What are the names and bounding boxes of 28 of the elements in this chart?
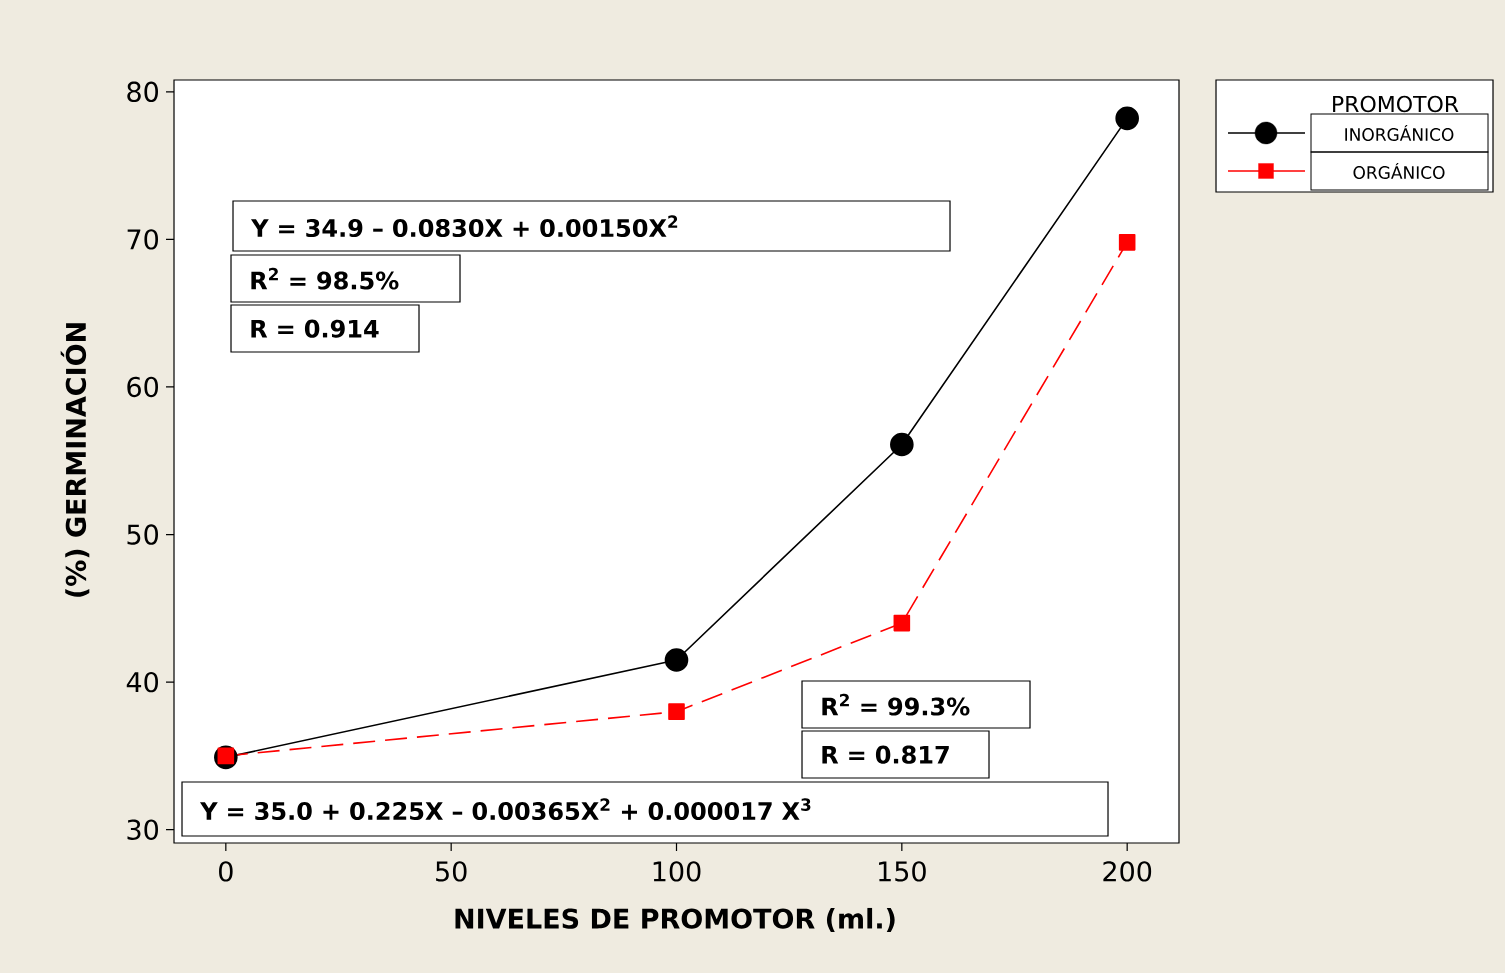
annotation: Y = 35.0 + 0.225X – 0.00365X$^{2}$ + 0.000017 X$^{3}$: [199, 798, 811, 821]
annotation: Y = 34.9 – 0.0830X + 0.00150X$^{2}$: [250, 215, 678, 238]
x-tick-label: 100: [653, 861, 701, 882]
annotation: R$^{2}$ = 98.5%: [251, 267, 399, 290]
x-axis-title: NIVELES DE PROMOTOR (ml.): [455, 907, 895, 933]
annotation: R$^{2}$ = 99.3%: [822, 693, 970, 716]
point: [890, 432, 914, 457]
point: [1115, 106, 1139, 131]
annotation: R = 0.914: [251, 319, 379, 338]
legend-title: PROMOTOR: [1333, 95, 1459, 113]
x-tick-label: 0: [219, 861, 233, 882]
y-tick-label: 40: [126, 671, 159, 693]
point: [893, 614, 911, 632]
annotation: R = 0.817: [822, 745, 949, 764]
x-tick-label: 50: [436, 861, 467, 882]
y-tick-label: 60: [127, 376, 159, 398]
y-tick-label: 80: [127, 81, 159, 102]
point: [664, 648, 689, 672]
y-tick-label: 50: [127, 524, 159, 545]
y-tick-label: 30: [127, 819, 159, 840]
point: [1118, 234, 1136, 251]
x-tick-label: 200: [1103, 861, 1152, 882]
legend-label: INORGÁNICO: [1345, 124, 1454, 141]
x-tick-label: 150: [879, 861, 926, 882]
y-axis-title: (%) GERMINACIÓN: [60, 323, 90, 597]
text: ORGÁNICO: [1353, 162, 1445, 179]
point: [668, 703, 685, 720]
y-tick-label: 70: [127, 229, 159, 250]
